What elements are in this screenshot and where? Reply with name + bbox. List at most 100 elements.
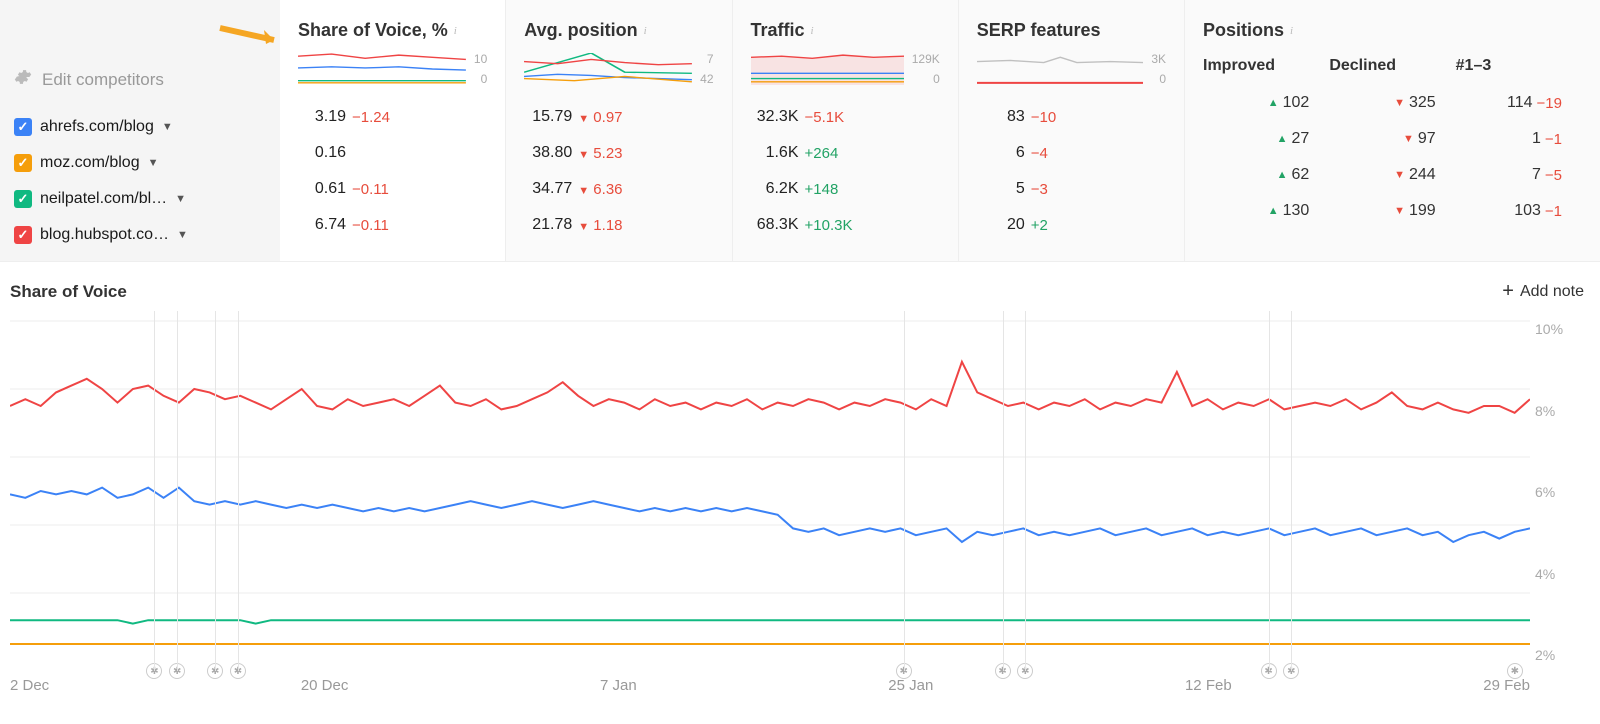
metric-value: 6.2K — [751, 180, 799, 198]
down-arrow-icon: ▼ — [1394, 205, 1405, 217]
competitor-row[interactable]: ✓ ahrefs.com/blog ▼ — [14, 109, 266, 145]
positions-row: ▲62 ▼244 7−5 — [1203, 157, 1582, 193]
top3-delta: −5 — [1545, 167, 1562, 184]
card-title-sov: Share of Voice, % — [298, 20, 448, 41]
competitor-row[interactable]: ✓ neilpatel.com/bl… ▼ — [14, 181, 266, 217]
edit-competitors-label: Edit competitors — [42, 70, 164, 90]
metric-value: 83 — [977, 108, 1025, 126]
positions-row: ▲27 ▼97 1−1 — [1203, 121, 1582, 157]
chevron-down-icon[interactable]: ▼ — [162, 121, 173, 133]
competitor-row[interactable]: ✓ blog.hubspot.co… ▼ — [14, 217, 266, 253]
card-title-positions: Positions — [1203, 20, 1284, 41]
improved-value: 27 — [1292, 130, 1310, 148]
callout-arrow-icon — [218, 18, 288, 51]
declined-value: 325 — [1409, 94, 1436, 112]
competitor-row[interactable]: ✓ moz.com/blog ▼ — [14, 145, 266, 181]
main-chart[interactable]: 10%8%6%4%2% ✱✱✱✱✱✱✱✱✱✱ — [10, 311, 1530, 671]
positions-col-top3: #1–3 — [1456, 57, 1582, 75]
competitor-checkbox[interactable]: ✓ — [14, 154, 32, 172]
metric-value: 5 — [977, 180, 1025, 198]
sov-scale-bottom: 0 — [474, 73, 487, 85]
sov-scale-top: 10 — [474, 53, 487, 65]
competitors-column: Edit competitors ✓ ahrefs.com/blog ▼ ✓ m… — [0, 0, 280, 261]
card-title-traffic: Traffic — [751, 20, 805, 41]
metric-row: 15.79 ▼ 0.97 — [524, 99, 713, 135]
top3-delta: −1 — [1545, 203, 1562, 220]
metric-row: 6.74−0.11 — [298, 207, 487, 243]
delta: −4 — [1031, 145, 1048, 162]
top3-value: 1 — [1532, 130, 1541, 148]
improved-value: 130 — [1283, 202, 1310, 220]
metric-row: 68.3K +10.3K — [751, 207, 940, 243]
top3-delta: −1 — [1545, 131, 1562, 148]
metric-value: 15.79 — [524, 108, 572, 126]
metric-row: 5−3 — [977, 171, 1166, 207]
info-icon[interactable]: i — [644, 25, 647, 37]
chart-title: Share of Voice — [10, 282, 127, 302]
up-arrow-icon: ▲ — [1277, 169, 1288, 181]
card-serp-features[interactable]: SERP features 3K 0 83−106−45−320+2 — [959, 0, 1185, 261]
positions-row: ▲102 ▼325 114−19 — [1203, 85, 1582, 121]
delta: +264 — [805, 145, 839, 162]
sparkline-sov — [298, 53, 466, 85]
up-arrow-icon: ▲ — [1268, 205, 1279, 217]
avgpos-scale-top: 7 — [700, 53, 713, 65]
card-share-of-voice[interactable]: Share of Voice, % i 10 0 3.19 −1.24 0.16 0.… — [280, 0, 506, 261]
declined-value: 199 — [1409, 202, 1436, 220]
info-icon[interactable]: i — [811, 25, 814, 37]
metric-value: 6 — [977, 144, 1025, 162]
delta: +10.3K — [805, 217, 853, 234]
metric-value: 0.61 — [298, 180, 346, 198]
delta: −1.24 — [352, 109, 390, 126]
declined-value: 97 — [1418, 130, 1436, 148]
y-tick: 8% — [1535, 403, 1580, 419]
y-tick: 6% — [1535, 484, 1580, 500]
sparkline-serp — [977, 53, 1144, 85]
card-avg-position[interactable]: Avg. position i 7 42 15.79▼ 0.9738.80▼ 5… — [506, 0, 732, 261]
x-tick: 7 Jan — [600, 677, 637, 694]
down-arrow-icon: ▼ — [1394, 97, 1405, 109]
note-vline — [238, 311, 239, 671]
improved-value: 102 — [1283, 94, 1310, 112]
info-icon[interactable]: i — [454, 25, 457, 37]
metric-value: 21.78 — [524, 216, 572, 234]
card-positions: Positions i Improved Declined #1–3 ▲102 … — [1185, 0, 1600, 261]
positions-col-declined: Declined — [1329, 57, 1455, 75]
metric-value: 68.3K — [751, 216, 799, 234]
add-note-label: Add note — [1520, 283, 1584, 301]
competitor-checkbox[interactable]: ✓ — [14, 190, 32, 208]
add-note-button[interactable]: + Add note — [1502, 280, 1584, 303]
competitor-checkbox[interactable]: ✓ — [14, 118, 32, 136]
edit-competitors-button[interactable]: Edit competitors — [14, 68, 266, 91]
chevron-down-icon[interactable]: ▼ — [175, 193, 186, 205]
info-icon[interactable]: i — [1290, 25, 1293, 37]
positions-row: ▲130 ▼199 103−1 — [1203, 193, 1582, 229]
x-tick: 12 Feb — [1185, 677, 1232, 694]
competitor-name: blog.hubspot.co… — [40, 226, 169, 244]
delta: +2 — [1031, 217, 1048, 234]
metric-value: 6.74 — [298, 216, 346, 234]
top3-delta: −19 — [1537, 95, 1562, 112]
note-marker-icon[interactable]: ✱ — [1507, 663, 1523, 679]
delta: ▼ 0.97 — [578, 109, 622, 126]
note-vline — [904, 311, 905, 671]
card-traffic[interactable]: Traffic i 129K 0 32.3K−5.1K1.6K+2646.2K+… — [733, 0, 959, 261]
competitor-name: neilpatel.com/bl… — [40, 190, 167, 208]
metric-value: 32.3K — [751, 108, 799, 126]
competitor-checkbox[interactable]: ✓ — [14, 226, 32, 244]
metric-row: 6 −4 — [977, 135, 1166, 171]
plus-icon: + — [1502, 280, 1514, 303]
y-axis-labels: 10%8%6%4%2% — [1535, 311, 1580, 671]
metric-row: 3.19 −1.24 — [298, 99, 487, 135]
note-vline — [215, 311, 216, 671]
metric-row: 0.16 — [298, 135, 487, 171]
note-vline — [1003, 311, 1004, 671]
chevron-down-icon[interactable]: ▼ — [177, 229, 188, 241]
note-vline — [1291, 311, 1292, 671]
x-tick: 20 Dec — [301, 677, 349, 694]
chevron-down-icon[interactable]: ▼ — [148, 157, 159, 169]
metric-row: 1.6K+264 — [751, 135, 940, 171]
avgpos-scale-bottom: 42 — [700, 73, 713, 85]
competitor-name: moz.com/blog — [40, 154, 140, 172]
metric-value: 3.19 — [298, 108, 346, 126]
